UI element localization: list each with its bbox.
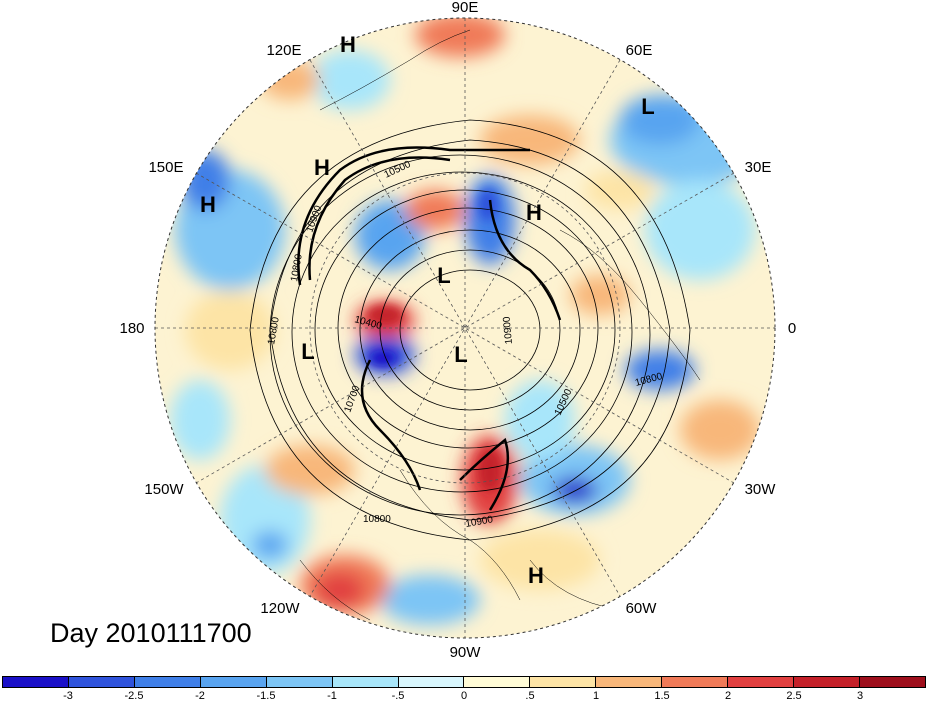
date-label: Day 2010111700 — [50, 618, 252, 648]
lon-60e: 60E — [626, 42, 653, 59]
colorbar-tick-label: -2.5 — [124, 690, 144, 702]
lon-180: 180 — [119, 320, 144, 337]
lon-150e: 150E — [148, 159, 183, 176]
colorbar-tick-label: 0 — [460, 690, 468, 702]
colorbar-tick-label: 2 — [724, 690, 732, 702]
contour-label: 10900 — [502, 316, 515, 345]
colorbar-tick-label: -2 — [195, 690, 205, 702]
contour-label: 10800 — [363, 514, 391, 525]
colorbar-tick-label: -3 — [63, 690, 73, 702]
colorbar-swatch — [794, 677, 860, 687]
colorbar-swatch — [332, 677, 399, 687]
colorbar-tick-label: 1.5 — [654, 690, 670, 702]
low-center: L — [301, 339, 314, 364]
colorbar-swatch — [134, 677, 201, 687]
colorbar-swatch — [596, 677, 663, 687]
colorbar-tick-label: -1 — [327, 690, 337, 702]
map-boundary — [154, 17, 776, 639]
low-center: L — [641, 94, 654, 119]
colorbar-swatch — [464, 677, 531, 687]
lon-90w: 90W — [450, 644, 482, 661]
colorbar-tick-label: 1 — [592, 690, 600, 702]
lon-120e: 120E — [266, 42, 301, 59]
colorbar-tick-label: 2.5 — [786, 690, 802, 702]
anomaly-shading — [155, 18, 775, 638]
high-center: H — [528, 563, 544, 588]
colorbar-tick-labels: -3 -2.5 -2 -1.5 -1 -.5 0 .5 1 1.5 2 2.5 3 — [2, 690, 926, 702]
jet-stream-contours — [297, 146, 562, 511]
lon-120w: 120W — [260, 600, 300, 617]
colorbar-tick-label: -.5 — [391, 690, 405, 702]
colorbar-tick-label: -1.5 — [256, 690, 276, 702]
high-center: H — [526, 200, 542, 225]
low-center: L — [454, 342, 467, 367]
contour-label: 10800 — [289, 253, 305, 283]
high-center: H — [314, 155, 330, 180]
colorbar-swatch — [859, 677, 925, 687]
pressure-centers: H H H H L L L L H — [200, 32, 655, 588]
colorbar-swatch — [728, 677, 795, 687]
lon-150w: 150W — [144, 481, 184, 498]
longitude-labels: 90E 60E 30E 0 30W 60W 90W 120W 150W 180 … — [119, 0, 796, 661]
lon-30w: 30W — [745, 481, 777, 498]
lon-30e: 30E — [745, 159, 772, 176]
contour-label: 10900 — [465, 514, 495, 530]
low-center: L — [437, 263, 450, 288]
colorbar-swatch — [662, 677, 729, 687]
high-center: H — [340, 32, 356, 57]
colorbar-swatch — [266, 677, 333, 687]
colorbar-tick-label: 3 — [856, 690, 864, 702]
lon-0: 0 — [788, 320, 796, 337]
graticule — [155, 18, 775, 638]
colorbar-tick-label: .5 — [525, 690, 535, 702]
colorbar-swatch — [3, 677, 69, 687]
high-center: H — [200, 192, 216, 217]
colorbar-swatch — [200, 677, 267, 687]
colorbar-swatch — [68, 677, 135, 687]
lon-60w: 60W — [626, 600, 658, 617]
contour-label: 10800 — [266, 316, 282, 346]
lon-90e: 90E — [452, 0, 479, 16]
colorbar-swatch — [398, 677, 465, 687]
colorbar-swatch — [530, 677, 597, 687]
colorbar — [2, 676, 926, 688]
